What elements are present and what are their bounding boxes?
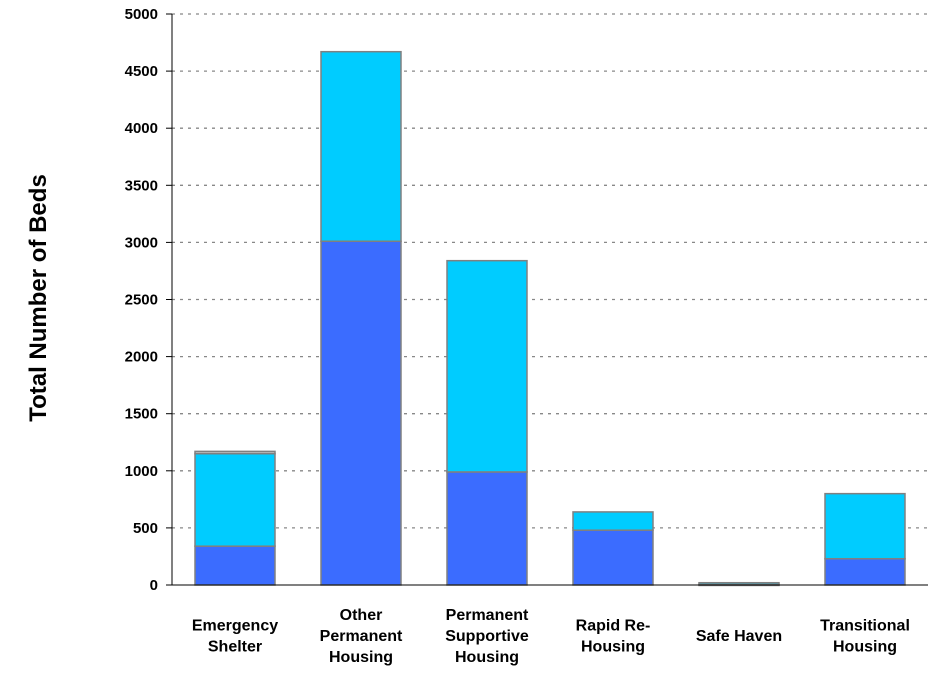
y-tick-label: 1500	[125, 406, 158, 423]
x-category-label: Housing	[329, 649, 393, 666]
y-tick-label: 1000	[125, 463, 158, 480]
axes	[166, 13, 928, 586]
y-tick-label: 3000	[125, 234, 158, 251]
x-category-label: Safe Haven	[696, 628, 782, 645]
x-category-label: Rapid Re-	[576, 618, 651, 635]
x-category-label: Emergency	[192, 618, 278, 635]
y-tick-label: 2000	[125, 349, 158, 366]
y-tick-label: 0	[150, 577, 158, 594]
x-category-label: Permanent	[446, 607, 529, 624]
bar-segment	[446, 259, 528, 473]
x-category-labels: Emergency Shelter Other Permanent Housing Per…	[192, 607, 910, 666]
bar-segment	[194, 450, 276, 455]
gridlines	[172, 13, 928, 529]
y-tick-label: 4500	[125, 63, 158, 80]
bar-segment	[698, 581, 780, 586]
bar-segment	[194, 452, 276, 547]
bar-segment	[194, 545, 276, 586]
x-category-label: Other	[340, 607, 383, 624]
y-tick-label: 500	[133, 520, 158, 537]
y-axis-title: Total Number of Beds	[25, 174, 52, 422]
bar-segment	[572, 529, 654, 586]
bar-segment	[320, 50, 402, 243]
y-tick-label: 4000	[125, 120, 158, 137]
x-category-label: Housing	[581, 639, 645, 656]
x-category-label: Permanent	[320, 628, 403, 645]
y-tick-label: 2500	[125, 292, 158, 309]
y-tick-label: 5000	[125, 6, 158, 23]
x-category-label: Housing	[833, 639, 897, 656]
x-category-label: Shelter	[208, 639, 262, 656]
bar-segment	[446, 471, 528, 586]
x-category-label: Transitional	[820, 618, 910, 635]
bar-segment	[824, 557, 906, 586]
y-tick-label: 3500	[125, 177, 158, 194]
bars	[194, 50, 906, 587]
x-category-label: Housing	[455, 649, 519, 666]
bar-segment	[320, 240, 402, 586]
x-category-label: Supportive	[445, 628, 529, 645]
bar-segment	[572, 511, 654, 531]
bar-segment	[824, 492, 906, 560]
y-tick-labels: 0 500 1000 1500 2000 2500 3000 3500 4000 4500 5000	[125, 6, 158, 594]
